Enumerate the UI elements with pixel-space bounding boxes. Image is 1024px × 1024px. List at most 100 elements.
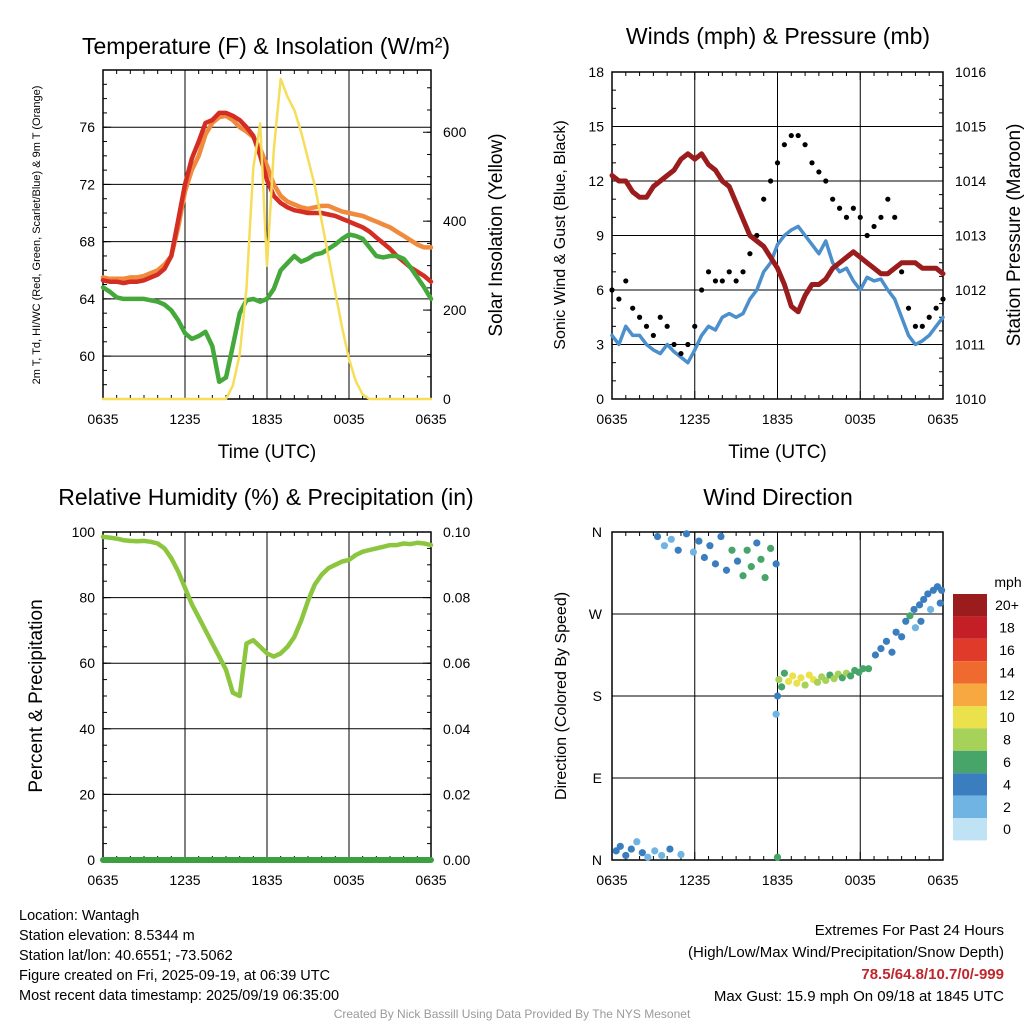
panel-3-xtick-label: 1235 bbox=[169, 872, 200, 888]
panel-1-y2tick-label: 0 bbox=[443, 391, 451, 407]
panel-2-xtick-label: 1235 bbox=[679, 411, 710, 427]
panel-2-gust-point bbox=[912, 323, 919, 329]
panel-3-xtick-label: 0035 bbox=[333, 872, 364, 888]
panel-4-direction-point bbox=[612, 847, 620, 855]
panel-4-direction-point bbox=[877, 645, 885, 653]
panel-4-ytick-label: E bbox=[593, 770, 602, 786]
panel-4-direction-point bbox=[911, 624, 920, 632]
panel-4-direction-point bbox=[772, 710, 780, 718]
created-text: Figure created on Fri, 2025-09-19, at 06… bbox=[19, 968, 331, 984]
panel-1-y2tick-label: 600 bbox=[443, 124, 467, 140]
panel-2-gust-point bbox=[692, 323, 698, 329]
panel-1-y2tick-label: 400 bbox=[443, 213, 467, 229]
panel-2-xtick-label: 0635 bbox=[927, 411, 958, 427]
panel-4-direction-point bbox=[864, 665, 873, 673]
panel-2-y2label: Station Pressure (Maroon) bbox=[1004, 124, 1024, 347]
panel-4-direction-point bbox=[739, 572, 747, 580]
panel-3-y2tick-label: 0.08 bbox=[443, 590, 470, 606]
station-info: Location: Wantagh Station elevation: 8.5… bbox=[19, 906, 339, 1006]
colorbar-label: 16 bbox=[999, 642, 1015, 658]
panel-4-direction-point bbox=[793, 679, 801, 687]
panel-4-direction-point bbox=[627, 845, 635, 853]
panel-2-gust-point bbox=[678, 350, 684, 357]
panel-2-gust-point bbox=[933, 305, 939, 311]
panel-2-xtick-label: 1835 bbox=[762, 411, 793, 427]
panel-1-series-2-line bbox=[100, 110, 434, 286]
panel-4-direction-point bbox=[784, 677, 793, 686]
panel-4-direction-point bbox=[700, 553, 709, 562]
colorbar-label: 0 bbox=[1003, 821, 1011, 837]
panel-4-direction-point bbox=[658, 851, 666, 860]
panel-2-xlabel: Time (UTC) bbox=[728, 442, 827, 463]
panel-1-title: Temperature (F) & Insolation (W/m²) bbox=[82, 33, 450, 59]
panel-2-y2tick-label: 1014 bbox=[955, 173, 986, 189]
panel-4-direction-point bbox=[651, 847, 659, 855]
panel-4-direction-point bbox=[682, 530, 691, 538]
panel-4-direction-point bbox=[644, 853, 652, 861]
panel-4-ytick-label: S bbox=[593, 688, 602, 704]
panel-4-direction-point bbox=[882, 637, 891, 645]
panel-2-gust-point bbox=[650, 332, 656, 339]
panel-4-direction-point bbox=[805, 671, 813, 679]
panel-4-direction-point bbox=[846, 672, 855, 680]
colorbar-swatch bbox=[953, 795, 987, 818]
colorbar-label: 4 bbox=[1003, 776, 1011, 792]
panel-4-direction-point bbox=[773, 853, 782, 861]
panel-2-gust-point bbox=[768, 178, 774, 184]
panel-3-ytick-label: 0 bbox=[87, 852, 95, 868]
panel-3-xtick-label: 0635 bbox=[415, 872, 446, 888]
panel-2-gust-point bbox=[671, 341, 677, 348]
panel-4-direction-point bbox=[767, 544, 775, 553]
panel-2-y2tick-label: 1015 bbox=[955, 119, 986, 135]
panel-1-ytick-label: 60 bbox=[79, 348, 95, 364]
panel-1-xtick-label: 1835 bbox=[251, 411, 282, 427]
panel-4-direction-point bbox=[706, 542, 714, 550]
panel-4-direction-point bbox=[797, 674, 805, 682]
panel-4-direction-point bbox=[773, 692, 782, 700]
recent-text: Most recent data timestamp: 2025/09/19 0… bbox=[19, 988, 340, 1004]
panel-2-gust-point bbox=[885, 196, 891, 202]
panel-3-ytick-label: 100 bbox=[72, 524, 96, 540]
colorbar-swatch bbox=[953, 706, 987, 729]
colorbar-label: 20+ bbox=[995, 597, 1019, 613]
colorbar-label: 2 bbox=[1003, 799, 1011, 815]
panel-4-xtick-label: 0035 bbox=[845, 872, 876, 888]
panel-2-y2tick-label: 1016 bbox=[955, 64, 986, 80]
panel-1-xlabel: Time (UTC) bbox=[218, 442, 317, 463]
panel-2-y2tick-label: 1013 bbox=[955, 228, 986, 244]
panel-2-gust-point bbox=[809, 160, 815, 166]
panel-4-xtick-label: 0635 bbox=[596, 872, 627, 888]
panel-2-gust-point bbox=[774, 160, 781, 166]
panel-2-gust-point bbox=[636, 314, 643, 320]
max-gust-text: Max Gust: 15.9 mph On 09/18 at 1845 UTC bbox=[713, 988, 1004, 1005]
panel-1-series-1-line bbox=[100, 113, 434, 282]
panel-2-gust-point bbox=[726, 269, 732, 275]
panel-2-gust-point bbox=[623, 278, 629, 284]
panel-4-direction-point bbox=[838, 674, 846, 682]
panel-3-series-1-line bbox=[100, 534, 434, 699]
panel-1-ytick-label: 64 bbox=[79, 291, 95, 307]
panel-2-gust-point bbox=[699, 287, 705, 293]
panel-2-gust-point bbox=[747, 251, 753, 257]
panel-2-gust-point bbox=[664, 323, 670, 329]
panel-2-y2tick-label: 1011 bbox=[955, 337, 985, 353]
panel-2-gust-point bbox=[892, 214, 898, 220]
colorbar-swatch bbox=[953, 728, 987, 751]
panel-4-direction-point bbox=[775, 676, 783, 684]
panel-2-gust-point bbox=[871, 223, 877, 230]
panel-2-gust-point bbox=[643, 323, 650, 329]
panel-4-direction-point bbox=[666, 845, 674, 853]
panel-1-y2tick-label: 200 bbox=[443, 302, 467, 318]
panel-2-gust-point bbox=[781, 142, 787, 148]
panel-2-series-3-line bbox=[609, 151, 946, 315]
panel-3-y2tick-label: 0.10 bbox=[443, 524, 470, 540]
colorbar-swatch bbox=[953, 638, 987, 662]
panel-3-y2tick-label: 0.04 bbox=[443, 721, 470, 737]
panel-4-direction-point bbox=[660, 542, 669, 550]
panel-1-ytick-label: 76 bbox=[79, 119, 95, 135]
colorbar-label: 12 bbox=[999, 687, 1015, 703]
panel-3-xtick-label: 0635 bbox=[87, 872, 118, 888]
panel-2-gust-point bbox=[712, 278, 719, 284]
panel-2-gust-point bbox=[740, 269, 746, 275]
